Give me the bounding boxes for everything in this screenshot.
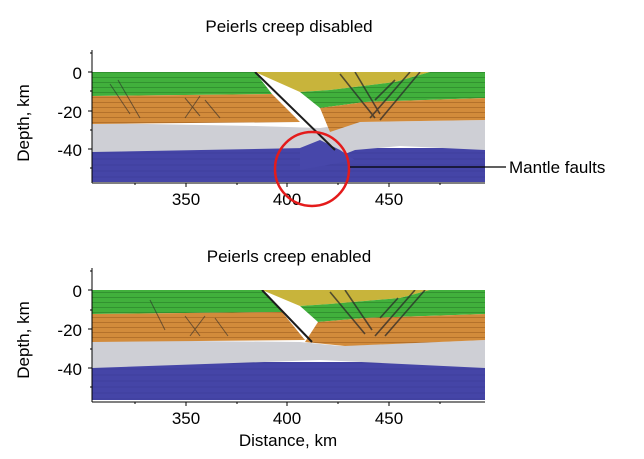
ytick-label: -40 [57,141,82,160]
y-axis-label-bottom: Depth, km [14,301,33,378]
middle-crust-left [92,312,305,342]
lower-crust-layer [92,340,485,368]
panel-title-bottom: Peierls creep enabled [207,247,371,266]
mantle-bump [300,140,355,170]
annotation-mantle-faults: Mantle faults [509,158,605,177]
upper-crust-left [92,290,282,314]
middle-crust-right [320,98,485,132]
panel-bottom: Peierls creep enabled [14,247,485,450]
mantle-layer [92,362,485,400]
sediment-basin [262,290,430,306]
middle-crust-left [92,94,300,124]
xtick-label: 450 [375,190,403,209]
upper-crust-right [300,290,485,322]
ytick-label: 0 [73,282,82,301]
xtick-label: 400 [273,190,301,209]
middle-crust-right [305,314,485,346]
xtick-label: 350 [172,190,200,209]
upper-crust-right [300,72,485,108]
mantle-layer [92,148,485,182]
sediment-basin [255,72,430,92]
ytick-label: -40 [57,360,82,379]
ytick-label: -20 [57,103,82,122]
panel-title-top: Peierls creep disabled [205,17,372,36]
axes-bottom [88,268,485,406]
ytick-label: -20 [57,321,82,340]
ytick-label: 0 [73,64,82,83]
cross-section-top [92,72,485,182]
panel-top: Peierls creep disabled [14,17,605,209]
upper-crust-left [92,72,272,96]
cross-section-bottom [92,290,485,400]
xtick-label: 400 [273,409,301,428]
xtick-label: 450 [375,409,403,428]
mantle-faults-highlight-circle [273,130,351,208]
y-axis-label-top: Depth, km [14,84,33,161]
x-axis-label: Distance, km [239,431,337,450]
axes-top [88,50,485,187]
xtick-label: 350 [172,409,200,428]
